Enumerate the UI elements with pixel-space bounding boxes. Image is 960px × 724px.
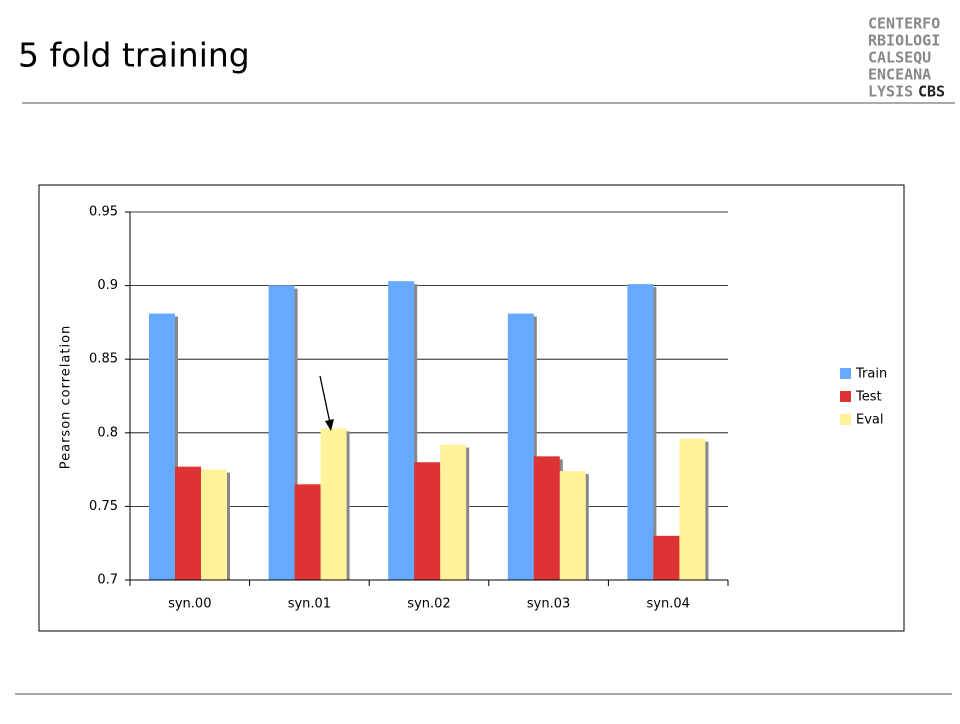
bar (149, 313, 175, 580)
y-tick-label: 0.9 (97, 278, 118, 293)
x-tick-label: syn.00 (168, 597, 211, 612)
legend-label: Eval (856, 413, 884, 428)
bar (268, 285, 295, 580)
legend-swatch (840, 391, 851, 402)
bar (175, 466, 201, 580)
bar (627, 284, 654, 580)
y-tick-label: 0.75 (89, 499, 118, 514)
bar (440, 444, 467, 580)
y-tick-label: 0.85 (89, 352, 118, 367)
legend-swatch (840, 368, 851, 379)
logo-line: LYSIS (868, 83, 913, 101)
bar (414, 462, 441, 580)
legend-swatch (840, 414, 851, 425)
y-axis-label: Pearson correlation (59, 325, 74, 470)
logo-line: CBS (918, 83, 945, 101)
bar (320, 428, 347, 580)
x-tick-label: syn.04 (647, 597, 690, 612)
x-tick-label: syn.01 (288, 597, 331, 612)
y-tick-label: 0.8 (97, 425, 118, 440)
legend-label: Train (855, 367, 887, 382)
bar (679, 438, 706, 580)
logo-line: CALSEQU (868, 49, 931, 67)
bar (507, 313, 534, 580)
arrow (319, 375, 331, 424)
chart-frame (38, 184, 905, 632)
x-tick-label: syn.02 (407, 597, 450, 612)
x-tick-label: syn.03 (527, 597, 570, 612)
legend-label: Test (855, 390, 882, 405)
chart: 0.7 0.75 0.8 0.85 0.9 0.95 Pearson correlation… (59, 205, 888, 612)
arrow-head (325, 419, 334, 431)
bar (559, 471, 586, 580)
slide-title: 5 fold training (18, 36, 250, 75)
logo-line: RBIOLOGI (868, 32, 940, 50)
bar (388, 281, 415, 580)
y-tick-label: 0.95 (89, 205, 118, 220)
bar (653, 535, 680, 580)
logo-line: ENCEANA (868, 66, 931, 84)
logo: CENTERFO RBIOLOGI CALSEQU ENCEANA LYSIS … (868, 15, 945, 101)
logo-line: CENTERFO (868, 15, 940, 33)
bar (294, 484, 321, 580)
bar (533, 456, 560, 580)
bar (201, 469, 227, 580)
y-tick-label: 0.7 (97, 573, 118, 588)
